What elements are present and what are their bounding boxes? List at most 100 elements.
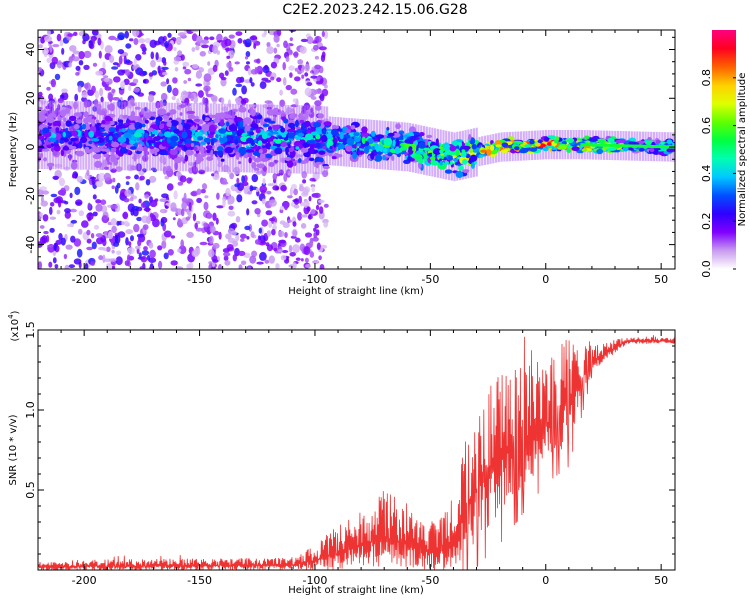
- noise-blob: [74, 93, 79, 102]
- noise-blob: [314, 223, 320, 229]
- noise-blob: [114, 234, 119, 244]
- noise-blob: [70, 219, 78, 224]
- ridge-blob: [649, 147, 655, 153]
- ridge-blob: [163, 131, 172, 138]
- noise-blob: [302, 200, 310, 208]
- ridge-blob: [73, 112, 83, 117]
- ridge-blob: [256, 163, 265, 169]
- ridge-blob: [589, 138, 598, 142]
- ridge-blob: [370, 152, 375, 160]
- ridge-blob: [261, 132, 268, 140]
- noise-blob: [67, 33, 74, 37]
- noise-blob: [86, 246, 93, 251]
- noise-blob: [316, 76, 321, 82]
- ridge-blob: [51, 109, 55, 117]
- noise-blob: [148, 72, 154, 77]
- ridge-blob: [512, 140, 523, 144]
- noise-blob: [70, 235, 76, 243]
- ridge-blob: [342, 137, 348, 146]
- ridge-blob: [385, 129, 389, 135]
- noise-blob: [38, 67, 43, 72]
- noise-blob: [95, 180, 104, 188]
- ridge-blob: [84, 129, 89, 138]
- noise-blob: [88, 40, 93, 49]
- noise-blob: [310, 208, 316, 215]
- ridge-blob: [310, 131, 319, 136]
- noise-blob: [161, 240, 167, 249]
- x-tick-label: 0: [542, 273, 549, 286]
- noise-blob: [235, 83, 243, 88]
- ridge-blob: [217, 146, 224, 152]
- ridge-blob: [293, 113, 298, 118]
- noise-blob: [92, 30, 97, 35]
- noise-blob: [133, 223, 140, 233]
- noise-blob: [275, 263, 280, 269]
- noise-blob: [292, 221, 297, 227]
- noise-blob: [91, 176, 95, 186]
- noise-blob: [224, 38, 232, 47]
- noise-blob: [259, 185, 268, 193]
- ridge-blob: [306, 130, 312, 134]
- noise-blob: [188, 202, 192, 211]
- noise-blob: [125, 175, 131, 180]
- ridge-blob: [41, 148, 50, 152]
- noise-blob: [49, 227, 55, 233]
- noise-blob: [47, 244, 54, 248]
- ridge-blob: [81, 123, 87, 129]
- noise-blob: [240, 260, 247, 266]
- noise-blob: [226, 55, 231, 60]
- noise-blob: [93, 224, 100, 230]
- noise-blob: [103, 77, 110, 83]
- ridge-blob: [435, 138, 439, 147]
- noise-blob: [279, 206, 285, 211]
- noise-blob: [132, 64, 138, 70]
- x-tick-label: -200: [72, 273, 97, 286]
- noise-blob: [102, 61, 106, 70]
- noise-blob: [193, 96, 199, 104]
- noise-blob: [304, 232, 313, 238]
- noise-blob: [236, 76, 243, 84]
- noise-blob: [203, 73, 212, 82]
- noise-blob: [54, 73, 61, 81]
- noise-blob: [126, 254, 131, 262]
- ridge-blob: [480, 149, 487, 153]
- ridge-blob: [238, 146, 248, 155]
- noise-blob: [60, 237, 66, 246]
- ridge-blob: [131, 102, 136, 107]
- noise-blob: [120, 80, 126, 90]
- noise-blob: [100, 96, 104, 103]
- ridge-halo: [212, 103, 215, 172]
- noise-blob: [265, 210, 273, 216]
- ridge-blob: [144, 119, 149, 124]
- noise-blob: [298, 195, 303, 204]
- noise-blob: [285, 84, 292, 91]
- noise-blob: [111, 265, 116, 269]
- noise-blob: [135, 54, 142, 61]
- noise-blob: [91, 241, 97, 250]
- ridge-blob: [169, 141, 178, 147]
- noise-blob: [297, 65, 303, 69]
- ridge-blob: [312, 122, 322, 128]
- noise-blob: [276, 173, 281, 177]
- noise-blob: [309, 239, 314, 248]
- noise-blob: [249, 35, 258, 41]
- ridge-blob: [251, 162, 257, 169]
- ridge-blob: [102, 132, 109, 137]
- ridge-blob: [170, 120, 179, 126]
- noise-blob: [208, 249, 215, 258]
- noise-blob: [73, 258, 82, 265]
- ridge-blob: [124, 132, 131, 136]
- ridge-blob: [143, 146, 148, 153]
- noise-blob: [284, 232, 288, 238]
- noise-blob: [304, 87, 312, 97]
- noise-blob: [277, 230, 285, 238]
- noise-blob: [256, 261, 264, 265]
- ridge-blob: [320, 134, 328, 143]
- noise-blob: [212, 64, 218, 72]
- ridge-blob: [104, 115, 112, 122]
- noise-blob: [306, 36, 314, 44]
- ridge-blob: [432, 148, 442, 155]
- noise-blob: [292, 229, 298, 237]
- noise-blob: [293, 51, 299, 58]
- ridge-blob: [238, 106, 247, 113]
